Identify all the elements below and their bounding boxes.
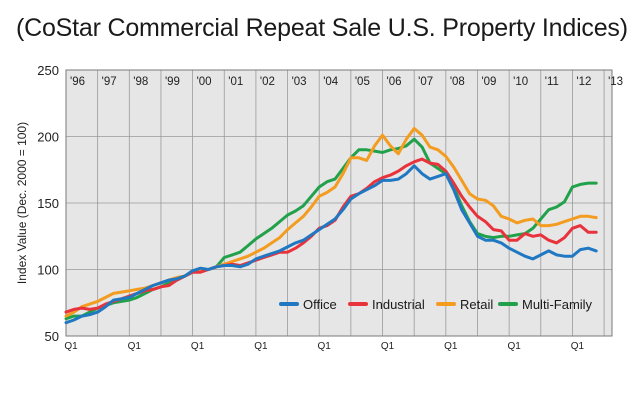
- plot-border: [65, 69, 613, 337]
- x-quarter-label: Q1: [128, 341, 142, 352]
- x-quarter-label: Q1: [254, 341, 268, 352]
- series-line-office: [64, 164, 598, 325]
- legend-item: Office: [279, 297, 337, 312]
- legend: Office Industrial Retail Multi-Family: [279, 297, 593, 312]
- x-year-label: '96: [70, 76, 85, 88]
- series-lines: [64, 127, 598, 325]
- y-tick-label: 250: [37, 63, 59, 78]
- x-year-label: '00: [197, 76, 212, 88]
- x-axis-quarter-labels: Q1 Q1 Q1 Q1 Q1 Q1 Q1 Q1 Q1: [64, 341, 584, 352]
- x-year-label: '11: [545, 76, 559, 88]
- x-year-label: '07: [418, 76, 433, 88]
- x-year-label: '02: [260, 76, 275, 88]
- x-quarter-label: Q1: [571, 341, 585, 352]
- x-year-label: '97: [102, 76, 117, 88]
- x-year-label: '06: [387, 76, 402, 88]
- x-quarter-label: Q1: [381, 341, 395, 352]
- y-axis-ticks: 50 100 150 200 250: [37, 63, 59, 344]
- legend-item: Industrial: [348, 297, 425, 312]
- legend-item: Multi-Family: [498, 297, 593, 312]
- x-year-label: '05: [355, 76, 370, 88]
- legend-label: Multi-Family: [522, 297, 593, 312]
- x-quarter-label: Q1: [318, 341, 332, 352]
- x-year-label: '10: [513, 76, 528, 88]
- x-year-label: '01: [228, 76, 243, 88]
- x-axis-year-labels: '96 '97 '98 '99 '00 '01 '02 '03 '04 '05 '06 '07 '08 '…: [70, 76, 623, 88]
- y-tick-label: 100: [37, 263, 59, 278]
- x-quarter-label: Q1: [191, 341, 205, 352]
- legend-label: Office: [303, 297, 337, 312]
- x-year-label: '98: [133, 76, 148, 88]
- chart-title: (CoStar Commercial Repeat Sale U.S. Prop…: [16, 14, 628, 42]
- x-year-label: '99: [165, 76, 180, 88]
- legend-item: Retail: [436, 297, 493, 312]
- x-year-label: '13: [608, 76, 623, 88]
- x-quarter-label: Q1: [507, 341, 521, 352]
- x-quarter-label: Q1: [64, 341, 78, 352]
- y-tick-label: 50: [45, 329, 59, 344]
- y-tick-label: 200: [37, 130, 59, 145]
- y-tick-label: 150: [37, 196, 59, 211]
- x-quarter-label: Q1: [444, 341, 458, 352]
- x-year-label: '12: [576, 76, 591, 88]
- legend-label: Retail: [460, 297, 493, 312]
- legend-label: Industrial: [372, 297, 425, 312]
- x-year-label: '08: [450, 76, 465, 88]
- y-axis-label: Index Value (Dec. 2000 = 100): [15, 122, 29, 284]
- x-year-label: '03: [292, 76, 307, 88]
- x-year-label: '09: [481, 76, 496, 88]
- x-year-label: '04: [323, 76, 339, 88]
